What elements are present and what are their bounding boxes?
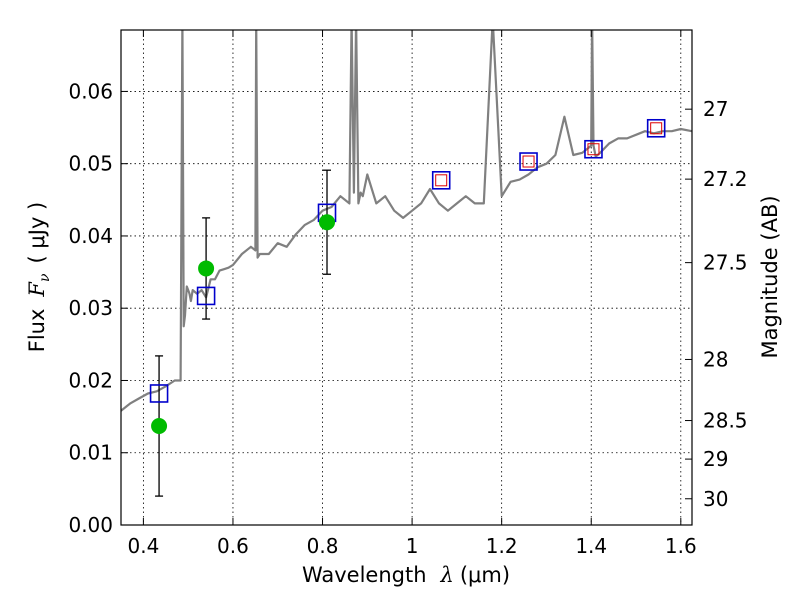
model-point-square xyxy=(519,152,538,171)
y2-tick-label: 30 xyxy=(703,487,728,511)
x-axis-symbol: λ xyxy=(440,563,454,587)
y-axis-subscript: ν xyxy=(37,273,53,282)
model-point-inner-square xyxy=(435,174,448,187)
observed-point xyxy=(151,418,168,434)
axis-ticks xyxy=(121,30,692,526)
x-tick-label: 1.6 xyxy=(665,534,697,558)
tick-labels: 0.4 0.6 0.8 1 1.2 1.4 1.6 0.00 0.01 0.02 0.03 0.04 0… xyxy=(68,79,747,558)
y-tick-label: 0.03 xyxy=(68,296,113,320)
y-tick-label: 0.01 xyxy=(68,441,113,465)
y2-tick-label: 27 xyxy=(703,97,728,121)
y2-tick-label: 28.5 xyxy=(703,409,748,433)
y2-tick-label: 27.5 xyxy=(703,251,748,275)
x-axis-unit: (μm) xyxy=(460,563,510,587)
x-axis-title-text: Wavelength xyxy=(302,563,427,587)
model-point-square xyxy=(431,171,451,190)
x-tick-label: 0.8 xyxy=(307,534,339,558)
plot-frame xyxy=(120,29,693,526)
y-axis-title-text: Flux xyxy=(25,309,49,353)
y-axis-symbol: F xyxy=(25,281,49,298)
y-axis-title: Flux Fν ( μJy ) xyxy=(25,202,53,352)
observed-photometry-series xyxy=(151,214,336,434)
y-tick-label: 0.06 xyxy=(68,79,113,103)
grid-lines xyxy=(121,30,692,525)
model-point-inner-square xyxy=(587,143,600,156)
model-point-inner-square xyxy=(522,155,535,168)
spectrum-series xyxy=(121,30,692,412)
model-point-inner-square xyxy=(650,122,663,135)
model-point-square xyxy=(149,384,169,403)
x-tick-label: 1 xyxy=(406,534,419,558)
y-tick-label: 0.00 xyxy=(68,513,113,537)
x-tick-label: 0.6 xyxy=(217,534,249,558)
x-tick-label: 1.2 xyxy=(486,534,518,558)
y2-tick-label: 29 xyxy=(703,447,728,471)
model-photometry-series xyxy=(149,118,666,403)
x-axis-title: Wavelength λ (μm) xyxy=(302,563,510,587)
model-point-square xyxy=(196,286,216,306)
y2-tick-label: 27.2 xyxy=(703,167,748,191)
y-axis-unit: ( μJy ) xyxy=(25,202,49,264)
model-point-square xyxy=(646,118,666,138)
observed-point xyxy=(198,260,215,277)
y2-axis-title: Magnitude (AB) xyxy=(758,195,782,358)
x-tick-label: 1.4 xyxy=(575,534,607,558)
model-point-square xyxy=(584,139,603,159)
spectrum-line xyxy=(121,30,692,412)
x-tick-label: 0.4 xyxy=(127,534,159,558)
y2-tick-label: 28 xyxy=(703,347,728,371)
y-tick-label: 0.05 xyxy=(68,152,113,176)
observed-point xyxy=(319,214,336,231)
y-tick-label: 0.02 xyxy=(68,368,113,392)
y-tick-label: 0.04 xyxy=(68,224,113,248)
